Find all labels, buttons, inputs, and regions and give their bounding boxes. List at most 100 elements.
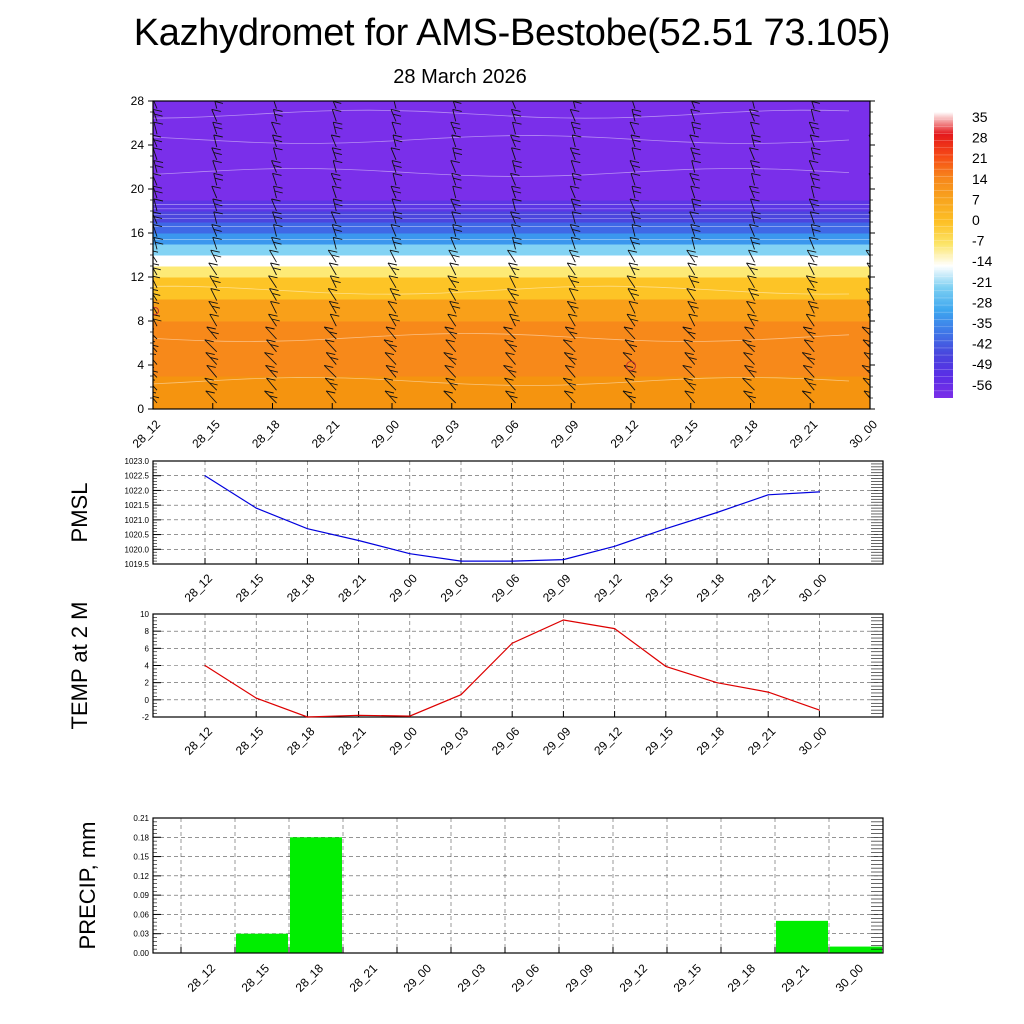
wind-barb bbox=[210, 288, 218, 301]
y-tick-label: 0.21 bbox=[133, 814, 149, 823]
wind-barb bbox=[690, 224, 700, 228]
wind-barb bbox=[450, 198, 460, 202]
wind-barb bbox=[153, 198, 158, 212]
wind-barb bbox=[265, 326, 275, 330]
wind-barb bbox=[628, 301, 636, 314]
colorbar-label: -21 bbox=[972, 274, 992, 290]
wind-barb bbox=[153, 255, 158, 263]
data-point bbox=[562, 619, 565, 621]
wind-barb bbox=[809, 198, 819, 202]
wind-barb bbox=[751, 173, 755, 186]
wind-barb bbox=[511, 97, 520, 99]
wind-barb bbox=[682, 326, 692, 330]
wind-barb bbox=[389, 288, 397, 301]
wind-barb bbox=[155, 241, 164, 245]
wind-barb bbox=[690, 224, 696, 237]
wind-barb bbox=[570, 122, 576, 135]
x-tick-label: 29_15 bbox=[667, 417, 701, 451]
wind-barb bbox=[512, 160, 516, 173]
x-tick-label: 29_09 bbox=[540, 571, 574, 605]
y-tick-label: 12 bbox=[131, 270, 145, 284]
wind-barb bbox=[153, 293, 158, 301]
wind-barb bbox=[213, 134, 223, 138]
wind-barb bbox=[511, 318, 521, 322]
wind-barb bbox=[686, 249, 696, 253]
wind-barb bbox=[810, 134, 820, 138]
wind-barb bbox=[212, 280, 221, 284]
wind-barb bbox=[510, 173, 516, 186]
wind-barb bbox=[153, 139, 163, 143]
wind-barb bbox=[264, 352, 274, 356]
wind-barb bbox=[566, 301, 576, 314]
wind-barb bbox=[572, 203, 581, 207]
wind-barb bbox=[389, 369, 399, 373]
wind-barb bbox=[751, 211, 761, 215]
wind-barb bbox=[749, 267, 758, 271]
wind-barb bbox=[449, 300, 459, 304]
wind-barb bbox=[807, 249, 817, 253]
y-tick-label: 0 bbox=[137, 402, 144, 416]
wind-barb bbox=[450, 121, 460, 125]
wind-barb bbox=[324, 326, 334, 330]
wind-barb bbox=[691, 177, 700, 181]
wind-barb bbox=[862, 377, 870, 387]
wind-barb bbox=[452, 97, 461, 99]
x-tick-label: 28_18 bbox=[284, 724, 318, 758]
wind-barb bbox=[508, 262, 516, 276]
wind-barb bbox=[752, 97, 761, 99]
wind-barb bbox=[630, 134, 636, 148]
wind-barb bbox=[273, 224, 283, 228]
wind-barb bbox=[212, 198, 218, 212]
wind-barb bbox=[633, 190, 642, 194]
wind-barb bbox=[331, 224, 337, 237]
wind-barb bbox=[153, 395, 160, 399]
wind-barb bbox=[153, 397, 158, 404]
wind-barb bbox=[509, 395, 518, 399]
wind-barb bbox=[323, 326, 337, 340]
wind-barb bbox=[153, 101, 158, 109]
wind-barb bbox=[273, 186, 277, 199]
wind-barb bbox=[631, 109, 636, 122]
wind-barb bbox=[389, 249, 397, 263]
wind-barb bbox=[270, 301, 277, 314]
wind-barb bbox=[328, 249, 338, 253]
wind-barb bbox=[450, 160, 457, 173]
wind-barb bbox=[333, 152, 342, 156]
y-tick-label: 0.06 bbox=[133, 910, 149, 919]
data-point bbox=[665, 665, 667, 667]
wind-barb bbox=[205, 390, 218, 404]
wind-barb bbox=[623, 365, 636, 378]
x-tick-label: 29_12 bbox=[591, 724, 625, 758]
data-point bbox=[204, 664, 206, 667]
wind-barb bbox=[571, 121, 581, 125]
wind-barb bbox=[392, 190, 402, 194]
wind-barb bbox=[749, 224, 755, 237]
wind-barb bbox=[452, 109, 457, 122]
wind-barb bbox=[689, 134, 696, 148]
wind-barb bbox=[743, 390, 753, 394]
wind-barb bbox=[153, 314, 161, 317]
wind-barb bbox=[806, 275, 816, 279]
wind-barb bbox=[863, 352, 870, 361]
contour-lines bbox=[153, 109, 870, 386]
wind-barb bbox=[273, 224, 277, 237]
wind-barb bbox=[624, 377, 635, 381]
wind-barb bbox=[383, 339, 394, 343]
wind-barb bbox=[391, 267, 400, 271]
wind-barb bbox=[153, 318, 162, 322]
wind-barb bbox=[508, 262, 518, 266]
data-point bbox=[716, 682, 718, 684]
x-tick-label: 29_21 bbox=[745, 724, 779, 758]
wind-barb bbox=[629, 160, 640, 164]
data-point bbox=[818, 709, 821, 711]
wind-barb bbox=[869, 97, 878, 99]
plot-frame bbox=[152, 460, 884, 565]
wind-barb bbox=[328, 262, 337, 276]
wind-barb bbox=[629, 160, 636, 173]
colorbar-label: -28 bbox=[972, 294, 992, 310]
colorbar-label: -35 bbox=[972, 315, 992, 331]
wind-barb bbox=[567, 275, 576, 289]
data-point bbox=[409, 553, 411, 555]
wind-barb bbox=[573, 177, 582, 181]
wind-barb bbox=[332, 160, 337, 173]
